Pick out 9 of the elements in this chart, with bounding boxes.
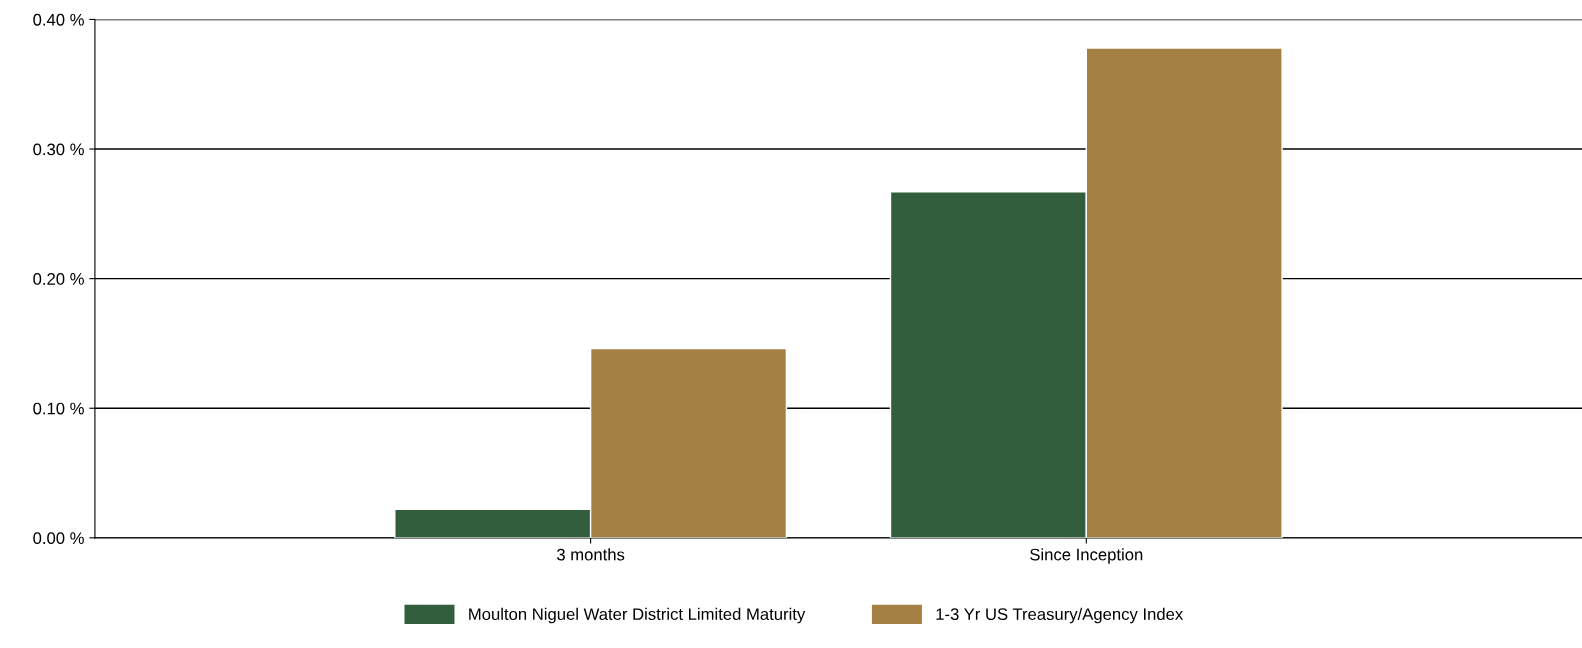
x-tick-label: Since Inception [1030,548,1143,564]
y-tick-label: 0.10 % [33,402,84,415]
y-tick-label: 0.20 % [33,273,84,285]
y-tick-label: 0.40 % [33,13,84,26]
x-tick-label: 3 months [556,548,625,561]
y-tick-label: 0.30 % [33,143,84,156]
legend-label: 1-3 Yr US Treasury/Agency Index [936,607,1184,624]
legend-label: Moulton Niguel Water District Limited Maturity [469,607,806,624]
y-tick-label: 0.00 % [33,532,84,545]
